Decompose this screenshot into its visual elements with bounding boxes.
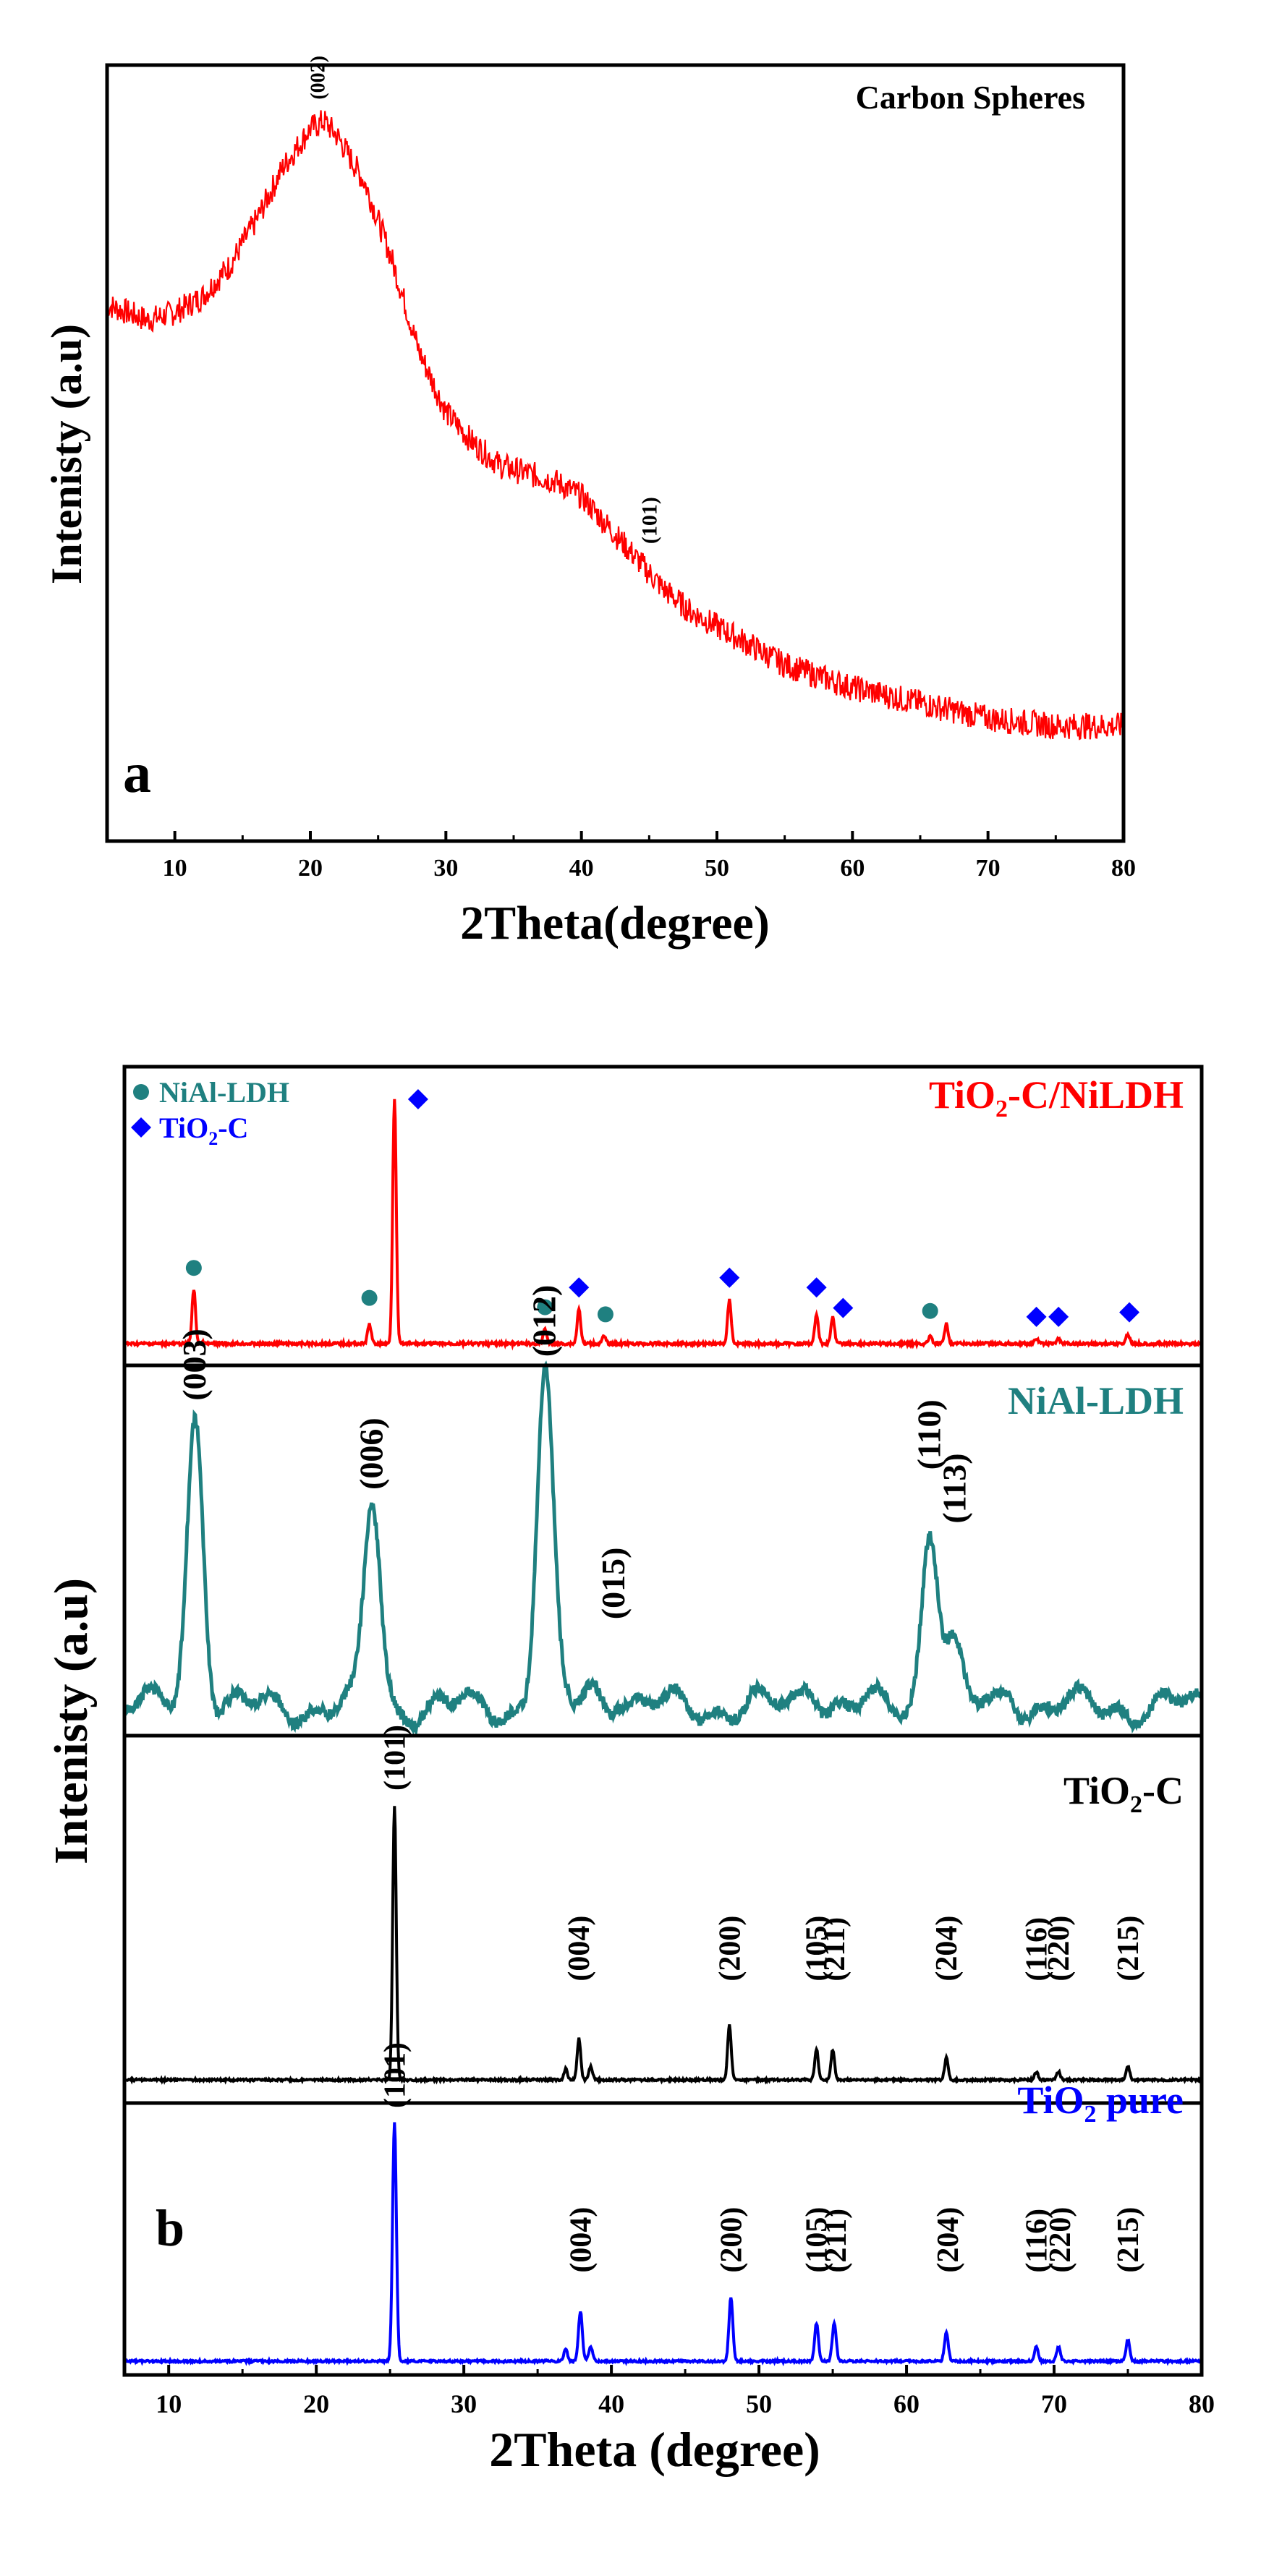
panel-a-tick-label: 60 bbox=[840, 855, 865, 882]
panel-a-peak-label: (101) bbox=[637, 497, 661, 544]
panel-b-tick-label: 10 bbox=[156, 2389, 182, 2418]
series-curve-2 bbox=[124, 1806, 1203, 2086]
panel-a-xlabel: 2Theta(degree) bbox=[460, 897, 770, 950]
nial-ldh-marker bbox=[361, 1289, 378, 1306]
panel-b-ylabel: Intenisty (a.u) bbox=[45, 1578, 98, 1864]
panel-b-dividers bbox=[124, 1363, 1202, 2105]
panel-b-tick-label: 50 bbox=[746, 2389, 772, 2418]
panel-b: (003)(006)(012)(015)(110)(113)(101)(004)… bbox=[45, 1065, 1215, 2477]
panel-b-tick-label: 70 bbox=[1041, 2389, 1067, 2418]
peak-label: (004) bbox=[563, 1916, 596, 1982]
peak-label: (012) bbox=[525, 1285, 562, 1357]
panel-a-ticks: 10 20 30 40 50 60 70 80 bbox=[163, 831, 1136, 882]
panel-a-annotations: (002) (101) bbox=[307, 56, 661, 544]
panel-a-tick-label: 50 bbox=[705, 855, 729, 882]
panel-a: 10 20 30 40 50 60 70 80 Carbon Spheres a 2Theta… bbox=[43, 56, 1136, 950]
peak-label: (204) bbox=[932, 2207, 965, 2273]
tio2-c-marker bbox=[719, 1267, 740, 1288]
legend-circle-marker bbox=[133, 1084, 149, 1100]
panel-a-tick-label: 80 bbox=[1111, 855, 1136, 882]
panel-a-tick-label: 30 bbox=[433, 855, 458, 882]
panel-a-curves bbox=[106, 110, 1124, 741]
carbon-spheres-curve bbox=[106, 110, 1124, 741]
panel-a-tick-label: 40 bbox=[569, 855, 594, 882]
peak-label: (204) bbox=[930, 1916, 964, 1982]
peak-label: (015) bbox=[595, 1548, 632, 1620]
peak-label: (215) bbox=[1112, 1916, 1145, 1982]
panel-a-peak-label: (002) bbox=[307, 56, 329, 100]
panel-b-curves bbox=[122, 1099, 1204, 2367]
peak-label: (200) bbox=[715, 2207, 748, 2273]
peak-label: (220) bbox=[1044, 2207, 1077, 2273]
peak-label: (101) bbox=[378, 2042, 412, 2108]
panel-b-tick-label: 60 bbox=[893, 2389, 920, 2418]
tio2-c-marker bbox=[806, 1277, 827, 1298]
tio2-c-marker bbox=[833, 1297, 854, 1318]
peak-label: (110) bbox=[911, 1399, 948, 1470]
panel-b-xlabel: 2Theta (degree) bbox=[489, 2422, 820, 2477]
panel-b-peak-labels: (003)(006)(012)(015)(110)(113)(101)(004)… bbox=[176, 1285, 1145, 2273]
panel-b-ticks: 10 20 30 40 50 60 70 80 bbox=[156, 2365, 1215, 2418]
peak-label: (116) bbox=[1021, 1917, 1054, 1982]
tio2-c-marker bbox=[407, 1089, 428, 1109]
panel-a-frame bbox=[105, 63, 1126, 843]
panel-b-tick-label: 20 bbox=[303, 2389, 329, 2418]
series-curve-0 bbox=[123, 1099, 1203, 1351]
series-title-tio2-c: TiO2-C bbox=[1063, 1769, 1184, 1818]
panel-b-label: b bbox=[156, 2199, 184, 2257]
tio2-c-marker bbox=[1119, 1302, 1140, 1323]
peak-label: (200) bbox=[713, 1916, 747, 1982]
peak-label: (006) bbox=[353, 1417, 390, 1490]
panel-a-ylabel: Intenisty (a.u) bbox=[43, 324, 90, 584]
panel-a-tick-label: 70 bbox=[976, 855, 1001, 882]
nial-ldh-marker bbox=[922, 1302, 938, 1319]
panel-b-tick-label: 80 bbox=[1189, 2389, 1215, 2418]
legend-label-tio2-c: TiO2-C bbox=[159, 1112, 248, 1149]
panel-a-tick-label: 10 bbox=[163, 855, 187, 882]
peak-label: (116) bbox=[1021, 2209, 1054, 2273]
nial-ldh-marker bbox=[597, 1306, 613, 1323]
tio2-c-marker bbox=[1048, 1306, 1069, 1327]
series-title-nial-ldh: NiAl-LDH bbox=[1008, 1379, 1184, 1423]
tio2-c-marker bbox=[569, 1277, 590, 1298]
peak-label: (113) bbox=[935, 1453, 972, 1523]
peak-label: (215) bbox=[1112, 2207, 1145, 2273]
peak-label: (211) bbox=[820, 2209, 853, 2273]
legend-label-nial-ldh: NiAl-LDH bbox=[159, 1076, 289, 1109]
peak-label: (220) bbox=[1042, 1916, 1076, 1982]
peak-label: (211) bbox=[818, 1917, 852, 1982]
series-curve-3 bbox=[124, 2122, 1203, 2367]
legend: NiAl-LDH TiO2-C bbox=[131, 1076, 289, 1149]
peak-label: (105) bbox=[801, 1916, 834, 1982]
panel-a-label: a bbox=[123, 741, 151, 804]
peak-label: (105) bbox=[801, 2207, 834, 2273]
series-title-tio2-pure: TiO2 pure bbox=[1017, 2078, 1184, 2128]
tio2-c-marker bbox=[1026, 1306, 1047, 1327]
peak-label: (004) bbox=[564, 2207, 598, 2273]
panel-b-tick-label: 40 bbox=[598, 2389, 624, 2418]
panel-a-tick-label: 20 bbox=[298, 855, 323, 882]
panel-b-tick-label: 30 bbox=[451, 2389, 477, 2418]
nial-ldh-marker bbox=[537, 1299, 553, 1315]
legend-diamond-marker bbox=[131, 1117, 151, 1138]
panel-b-phase-markers bbox=[185, 1089, 1140, 1327]
series-title-tio2-c-nildh: TiO2-C/NiLDH bbox=[929, 1073, 1184, 1122]
series-curve-1 bbox=[122, 1360, 1204, 1738]
panel-b-frame bbox=[122, 1065, 1204, 2377]
nial-ldh-marker bbox=[185, 1260, 202, 1276]
panel-a-title: Carbon Spheres bbox=[856, 79, 1085, 116]
